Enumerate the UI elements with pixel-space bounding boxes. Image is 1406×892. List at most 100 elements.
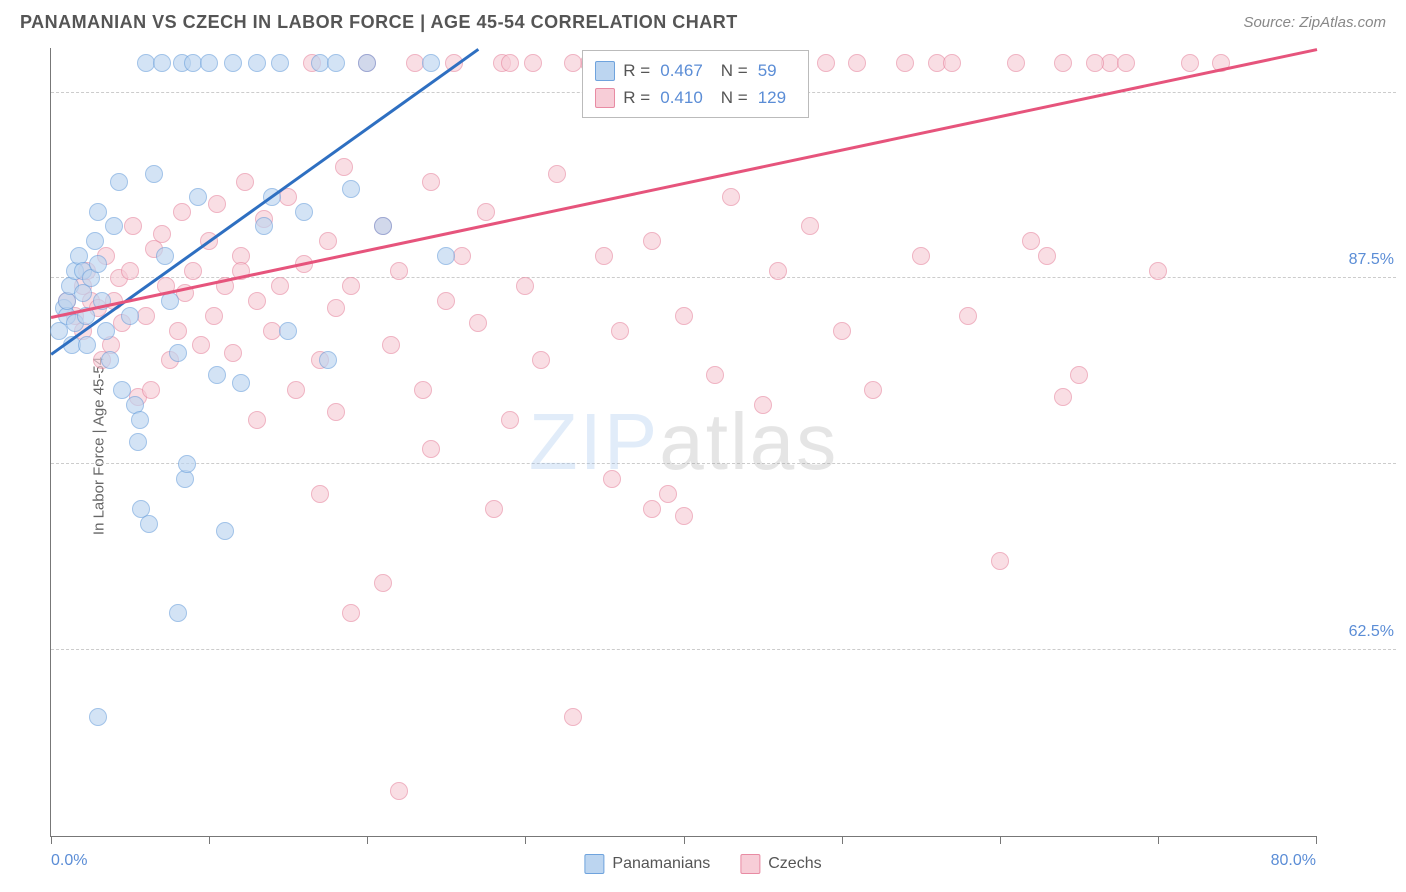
- data-point: [311, 485, 329, 503]
- data-point: [382, 336, 400, 354]
- legend-r-label: R =: [623, 57, 650, 84]
- data-point: [200, 54, 218, 72]
- data-point: [205, 307, 223, 325]
- data-point: [224, 344, 242, 362]
- data-point: [248, 292, 266, 310]
- data-point: [192, 336, 210, 354]
- data-point: [912, 247, 930, 265]
- data-point: [156, 247, 174, 265]
- data-point: [358, 54, 376, 72]
- data-point: [722, 188, 740, 206]
- watermark: ZIPatlas: [529, 396, 838, 488]
- x-tick: [1316, 836, 1317, 844]
- legend-swatch: [595, 61, 615, 81]
- data-point: [1117, 54, 1135, 72]
- data-point: [189, 188, 207, 206]
- data-point: [124, 217, 142, 235]
- data-point: [414, 381, 432, 399]
- data-point: [603, 470, 621, 488]
- data-point: [643, 500, 661, 518]
- data-point: [121, 262, 139, 280]
- data-point: [675, 507, 693, 525]
- data-point: [485, 500, 503, 518]
- data-point: [208, 366, 226, 384]
- data-point: [422, 54, 440, 72]
- data-point: [327, 54, 345, 72]
- data-point: [248, 411, 266, 429]
- legend-r-value: 0.410: [660, 84, 703, 111]
- y-tick-label: 62.5%: [1349, 623, 1394, 641]
- legend-item: Czechs: [740, 854, 821, 874]
- data-point: [178, 455, 196, 473]
- data-point: [374, 574, 392, 592]
- gridline: [51, 463, 1396, 464]
- data-point: [1038, 247, 1056, 265]
- data-point: [769, 262, 787, 280]
- correlation-legend: R =0.467N =59R =0.410N =129: [582, 50, 809, 118]
- data-point: [89, 203, 107, 221]
- data-point: [208, 195, 226, 213]
- series-legend: Panamanians Czechs: [584, 854, 821, 874]
- data-point: [89, 255, 107, 273]
- data-point: [342, 180, 360, 198]
- data-point: [848, 54, 866, 72]
- data-point: [216, 522, 234, 540]
- data-point: [89, 708, 107, 726]
- data-point: [184, 262, 202, 280]
- data-point: [142, 381, 160, 399]
- data-point: [97, 322, 115, 340]
- data-point: [101, 351, 119, 369]
- data-point: [140, 515, 158, 533]
- data-point: [78, 336, 96, 354]
- x-tick-label: 0.0%: [51, 852, 87, 870]
- legend-n-value: 59: [758, 57, 777, 84]
- data-point: [169, 322, 187, 340]
- x-tick: [684, 836, 685, 844]
- x-tick: [51, 836, 52, 844]
- data-point: [1181, 54, 1199, 72]
- data-point: [335, 158, 353, 176]
- data-point: [137, 307, 155, 325]
- legend-item-label: Czechs: [768, 855, 821, 873]
- data-point: [564, 54, 582, 72]
- x-tick-label: 80.0%: [1271, 852, 1316, 870]
- chart-header: PANAMANIAN VS CZECH IN LABOR FORCE | AGE…: [0, 0, 1406, 41]
- data-point: [342, 277, 360, 295]
- data-point: [991, 552, 1009, 570]
- data-point: [453, 247, 471, 265]
- data-point: [595, 247, 613, 265]
- data-point: [817, 54, 835, 72]
- x-tick: [367, 836, 368, 844]
- data-point: [319, 232, 337, 250]
- legend-swatch: [584, 854, 604, 874]
- data-point: [477, 203, 495, 221]
- y-tick-label: 87.5%: [1349, 251, 1394, 269]
- data-point: [1149, 262, 1167, 280]
- legend-n-label: N =: [721, 57, 748, 84]
- legend-row: R =0.467N =59: [595, 57, 796, 84]
- data-point: [131, 411, 149, 429]
- data-point: [105, 217, 123, 235]
- data-point: [232, 374, 250, 392]
- data-point: [437, 247, 455, 265]
- data-point: [327, 403, 345, 421]
- data-point: [524, 54, 542, 72]
- data-point: [390, 782, 408, 800]
- chart-source: Source: ZipAtlas.com: [1243, 14, 1386, 31]
- data-point: [469, 314, 487, 332]
- legend-item-label: Panamanians: [612, 855, 710, 873]
- data-point: [864, 381, 882, 399]
- data-point: [659, 485, 677, 503]
- data-point: [437, 292, 455, 310]
- legend-n-label: N =: [721, 84, 748, 111]
- data-point: [236, 173, 254, 191]
- x-tick: [525, 836, 526, 844]
- data-point: [121, 307, 139, 325]
- data-point: [390, 262, 408, 280]
- data-point: [501, 54, 519, 72]
- x-tick: [1000, 836, 1001, 844]
- chart-title: PANAMANIAN VS CZECH IN LABOR FORCE | AGE…: [20, 12, 738, 33]
- legend-swatch: [740, 854, 760, 874]
- data-point: [86, 232, 104, 250]
- data-point: [173, 203, 191, 221]
